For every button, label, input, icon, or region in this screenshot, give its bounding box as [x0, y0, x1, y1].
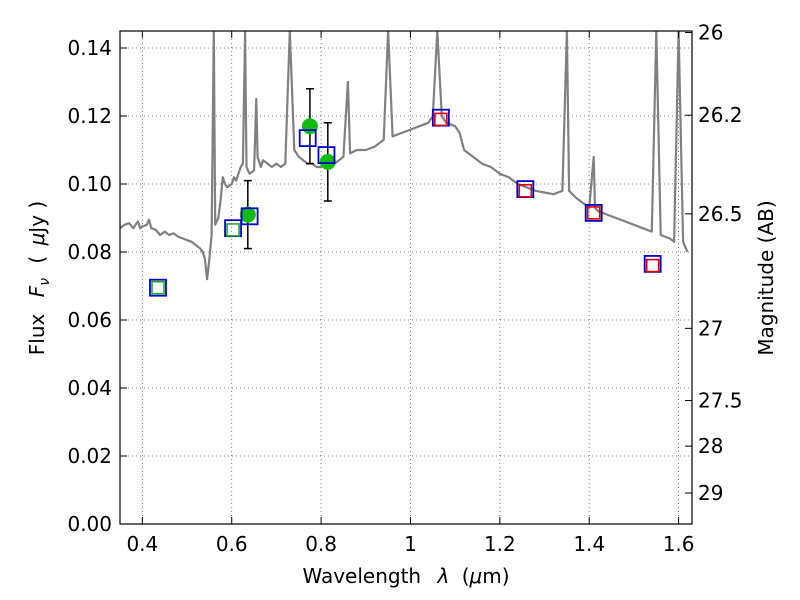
x-axis-symbol: λ	[436, 564, 449, 588]
x-axis-unit-open: (	[462, 564, 470, 588]
model-square-blue	[584, 203, 603, 222]
y-tick-label: 0.04	[67, 376, 112, 400]
observed-point	[239, 206, 256, 223]
x-tick-label: 1.2	[484, 532, 516, 556]
y-axis-title: Flux Fν ( μJy )	[25, 201, 54, 355]
x-tick-label: 1	[404, 532, 417, 556]
model-square-green	[151, 280, 165, 295]
x-tick-label: 1.4	[573, 532, 605, 556]
y2-tick-label: 26	[698, 21, 723, 45]
y-axis-unit-rest: Jy )	[25, 201, 49, 235]
x-tick-label: 1.6	[663, 532, 695, 556]
y2-tick-label: 26.2	[698, 103, 743, 127]
axes: 0.4 0.6 0.8 1 1.2 1.4 1.6 0.00 0.02 0.04 0.06 0.08 0…	[67, 21, 742, 556]
x-tick-label: 0.6	[216, 532, 248, 556]
y-tick-label: 0.00	[67, 512, 112, 536]
y2-tick-label: 28	[698, 434, 723, 458]
x-axis-title: Wavelength λ (μm)	[302, 564, 509, 588]
model-square-red	[586, 206, 601, 220]
y-axis-subscript: ν	[37, 278, 53, 286]
model-square-blue	[149, 278, 167, 297]
y-axis-symbol: F	[25, 285, 49, 297]
model-square-blue	[298, 129, 317, 148]
y2-axis-title: Magnitude (AB)	[754, 200, 778, 355]
x-axis-title-text: Wavelength	[302, 564, 421, 588]
y-axis-unit-mu: μ	[25, 233, 49, 247]
y-tick-label: 0.12	[67, 104, 112, 128]
y2-tick-label: 26.5	[698, 202, 743, 226]
y-axis-unit-open: (	[25, 256, 49, 264]
model-square-red	[518, 184, 533, 198]
y2-tick-label: 29	[698, 481, 723, 505]
markers	[149, 88, 662, 297]
y2-tick-label: 27.5	[698, 389, 743, 413]
x-tick-label: 0.4	[126, 532, 158, 556]
model-square-blue	[317, 146, 336, 165]
y-tick-label: 0.06	[67, 308, 112, 332]
y-tick-label: 0.10	[67, 172, 112, 196]
y-tick-label: 0.02	[67, 444, 112, 468]
y-axis-title-text: Flux	[25, 313, 49, 355]
y2-tick-label: 27	[698, 316, 723, 340]
observed-point	[319, 153, 336, 170]
y-tick-label: 0.08	[67, 240, 112, 264]
model-square-green	[226, 223, 240, 237]
plot-frame	[119, 30, 693, 525]
model-square-red	[645, 258, 660, 273]
x-tick-label: 0.8	[305, 532, 337, 556]
y-tick-label: 0.14	[67, 36, 112, 60]
x-axis-unit-mu: μ	[469, 564, 483, 588]
model-square-blue	[240, 207, 259, 226]
x-axis-unit-rest: m)	[482, 564, 509, 588]
model-square-red	[434, 112, 448, 127]
